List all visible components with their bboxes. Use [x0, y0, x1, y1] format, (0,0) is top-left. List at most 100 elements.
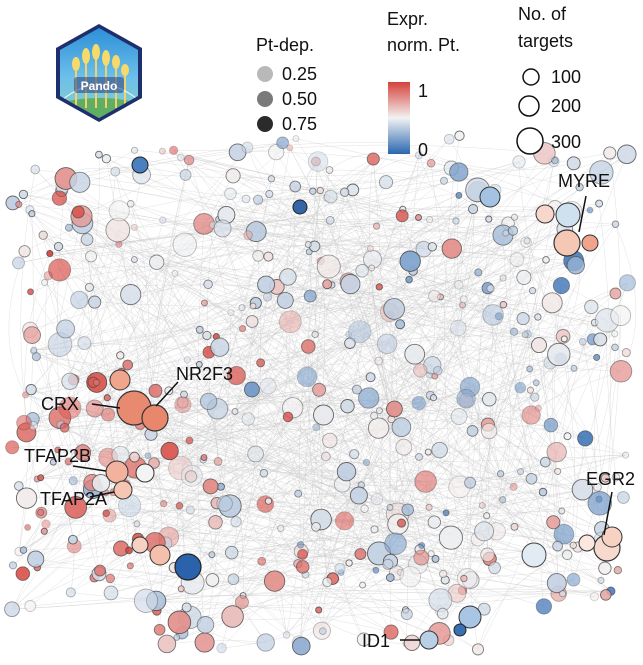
network-node	[502, 229, 510, 237]
network-node	[176, 396, 189, 409]
network-node	[225, 168, 241, 184]
node-id1-neighbor-1	[458, 605, 482, 629]
network-node	[181, 602, 192, 613]
network-node	[159, 216, 167, 224]
network-node	[349, 449, 360, 460]
network-node	[344, 337, 356, 349]
network-node	[485, 215, 493, 223]
network-node	[213, 219, 232, 238]
network-node	[459, 295, 468, 304]
node-tfap2-neighbor	[135, 463, 155, 483]
network-node	[351, 384, 362, 395]
network-node	[148, 457, 160, 469]
network-node	[535, 598, 553, 615]
network-node	[427, 242, 437, 252]
network-node	[405, 275, 413, 284]
network-node	[202, 478, 219, 495]
network-node	[532, 379, 540, 387]
network-node	[130, 256, 138, 264]
network-node	[566, 156, 581, 171]
network-node	[84, 282, 94, 292]
network-node	[334, 511, 355, 531]
network-node	[546, 573, 567, 594]
network-node	[374, 356, 384, 366]
network-node	[521, 405, 541, 425]
network-node	[15, 487, 38, 509]
network-node	[334, 562, 346, 574]
network-node	[88, 295, 102, 309]
network-node	[474, 521, 495, 542]
network-node	[534, 313, 542, 321]
network-node	[313, 404, 334, 426]
network-node	[53, 241, 64, 252]
legend-targets-circle-300	[516, 127, 544, 155]
network-node	[213, 457, 223, 466]
legend-pt-dep-label-050: 0.50	[282, 89, 317, 109]
network-node	[105, 217, 131, 243]
network-node	[85, 399, 104, 418]
network-node	[241, 141, 254, 154]
network-node	[157, 634, 177, 654]
network-node	[48, 258, 72, 282]
node-myre	[553, 229, 581, 257]
network-node	[296, 541, 305, 549]
network-node	[340, 187, 350, 197]
network-node	[570, 364, 578, 372]
network-node	[68, 476, 78, 486]
network-node	[395, 319, 406, 330]
network-node	[452, 217, 460, 225]
network-node	[403, 634, 421, 651]
network-node	[262, 292, 273, 302]
node-tfap2a	[113, 480, 133, 500]
legend-expression-title-2: norm. Pt.	[387, 35, 460, 55]
network-node	[253, 194, 264, 205]
network-node	[593, 482, 602, 492]
network-node	[224, 187, 237, 201]
network-node	[100, 407, 116, 422]
legend-pt-dep-label-025: 0.25	[282, 64, 317, 84]
network-node	[241, 412, 255, 426]
network-node	[563, 432, 572, 441]
network-node	[561, 549, 573, 561]
network-node	[541, 292, 563, 314]
network-node	[509, 482, 518, 491]
network-node	[49, 458, 57, 466]
pointer-egr2	[603, 491, 613, 536]
network-node	[560, 335, 568, 343]
network-node	[54, 446, 62, 454]
network-node	[64, 223, 73, 232]
network-node	[613, 566, 622, 575]
network-node	[216, 495, 233, 512]
network-node	[208, 551, 216, 559]
network-node	[21, 391, 29, 399]
network-node	[92, 378, 101, 387]
network-node	[183, 356, 191, 364]
network-node	[183, 154, 195, 166]
network-node	[173, 633, 181, 641]
network-node	[427, 550, 435, 558]
network-node	[355, 263, 369, 278]
network-node	[443, 133, 455, 145]
network-node	[289, 180, 302, 193]
network-node	[129, 451, 140, 463]
network-node	[413, 363, 428, 378]
network-node	[311, 521, 321, 532]
network-node	[294, 489, 303, 498]
network-node	[36, 508, 45, 517]
network-node	[370, 411, 379, 420]
node-egr2-neighbor-2	[578, 534, 596, 552]
network-node	[569, 541, 577, 549]
network-node	[366, 245, 374, 252]
node-lower-left-1	[149, 544, 171, 566]
network-node	[365, 372, 376, 383]
network-node	[516, 269, 532, 285]
pointer-nr2f3	[155, 381, 179, 407]
legend-pt-dep-swatch-025	[257, 66, 273, 82]
network-node	[322, 279, 333, 290]
network-node	[224, 545, 239, 560]
network-node	[276, 291, 294, 309]
network-node	[514, 381, 527, 394]
network-node	[404, 343, 426, 365]
network-node	[609, 360, 633, 383]
network-node	[486, 284, 495, 293]
